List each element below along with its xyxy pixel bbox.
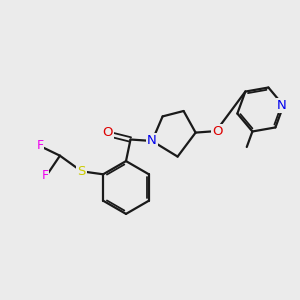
Text: N: N bbox=[147, 134, 157, 148]
Text: O: O bbox=[212, 124, 223, 138]
Text: O: O bbox=[102, 126, 113, 139]
Text: N: N bbox=[277, 99, 287, 112]
Text: F: F bbox=[36, 139, 43, 152]
Text: F: F bbox=[41, 169, 49, 182]
Text: S: S bbox=[77, 165, 86, 178]
